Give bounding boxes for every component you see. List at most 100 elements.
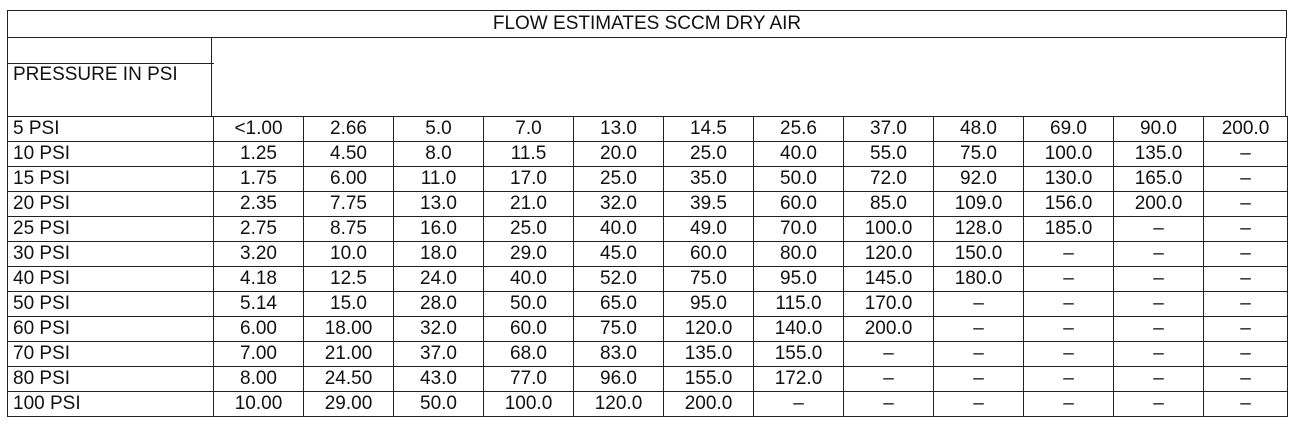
- flow-value-cell: –: [1203, 241, 1288, 267]
- flow-value-cell: –: [1023, 291, 1114, 317]
- flow-value-cell: –: [1023, 341, 1114, 367]
- flow-value-cell: –: [1113, 391, 1204, 417]
- flow-value-cell: 12.5: [303, 266, 394, 292]
- flow-value-cell: –: [1113, 291, 1204, 317]
- flow-value-cell: 21.0: [483, 191, 574, 217]
- flow-value-cell: –: [843, 341, 934, 367]
- flow-value-cell: 120.0: [573, 391, 664, 417]
- table-row: 5 PSI <1.00 2.66 5.0 7.0 13.0 14.5 25.6 37.0 48.0…: [7, 116, 1288, 142]
- flow-value-cell: –: [1203, 216, 1288, 242]
- flow-value-cell: 16.0: [393, 216, 484, 242]
- flow-value-cell: 3.20: [213, 241, 304, 267]
- flow-value-cell: 100.0: [483, 391, 574, 417]
- flow-value-cell: 155.0: [663, 366, 754, 392]
- flow-value-cell: –: [933, 366, 1024, 392]
- flow-value-cell: 52.0: [573, 266, 664, 292]
- flow-value-cell: 180.0: [933, 266, 1024, 292]
- flow-value-cell: 32.0: [393, 316, 484, 342]
- flow-value-cell: 155.0: [753, 341, 844, 367]
- table-row: 70 PSI 7.00 21.00 37.0 68.0 83.0 135.0 155.0– – –…: [7, 341, 1288, 367]
- flow-value-cell: –: [1023, 391, 1114, 417]
- flow-value-cell: 128.0: [933, 216, 1024, 242]
- flow-value-cell: 25.0: [573, 166, 664, 192]
- flow-value-cell: 7.00: [213, 341, 304, 367]
- flow-value-cell: 20.0: [573, 141, 664, 167]
- pressure-label: 25 PSI: [7, 216, 214, 242]
- flow-value-cell: 135.0: [1113, 141, 1204, 167]
- flow-value-cell: 2.66: [303, 116, 394, 142]
- table-row: 15 PSI 1.75 6.00 11.0 17.0 25.0 35.0 50.0 72.0 92…: [7, 166, 1288, 192]
- flow-value-cell: 50.0: [483, 291, 574, 317]
- flow-value-cell: 8.75: [303, 216, 394, 242]
- flow-value-cell: 8.0: [393, 141, 484, 167]
- flow-value-cell: 10.0: [303, 241, 394, 267]
- pressure-label: 20 PSI: [7, 191, 214, 217]
- flow-value-cell: 68.0: [483, 341, 574, 367]
- flow-value-cell: 37.0: [843, 116, 934, 142]
- flow-value-cell: 2.75: [213, 216, 304, 242]
- flow-value-cell: –: [1113, 266, 1204, 292]
- flow-value-cell: –: [1203, 291, 1288, 317]
- flow-value-cell: 49.0: [663, 216, 754, 242]
- flow-value-cell: –: [933, 341, 1024, 367]
- flow-value-cell: 77.0: [483, 366, 574, 392]
- flow-value-cell: 13.0: [393, 191, 484, 217]
- pressure-label: 15 PSI: [7, 166, 214, 192]
- flow-value-cell: 109.0: [933, 191, 1024, 217]
- flow-value-cell: 60.0: [483, 316, 574, 342]
- table-row: 10 PSI 1.25 4.50 8.0 11.5 20.0 25.0 40.0 55.0 75.…: [7, 141, 1288, 167]
- flow-value-cell: 150.0: [933, 241, 1024, 267]
- flow-value-cell: 55.0: [843, 141, 934, 167]
- flow-value-cell: 14.5: [663, 116, 754, 142]
- flow-value-cell: 7.0: [483, 116, 574, 142]
- flow-value-cell: 17.0: [483, 166, 574, 192]
- pressure-label: 100 PSI: [7, 391, 214, 417]
- flow-value-cell: 90.0: [1113, 116, 1204, 142]
- flow-value-cell: 10.00: [213, 391, 304, 417]
- flow-value-cell: 130.0: [1023, 166, 1114, 192]
- flow-value-cell: –: [753, 391, 844, 417]
- flow-value-cell: 2.35: [213, 191, 304, 217]
- flow-value-cell: 50.0: [753, 166, 844, 192]
- flow-value-cell: 5.0: [393, 116, 484, 142]
- flow-data-grid: 5 PSI <1.00 2.66 5.0 7.0 13.0 14.5 25.6 37.0 48.0…: [7, 116, 1288, 417]
- flow-value-cell: 75.0: [663, 266, 754, 292]
- flow-estimates-table: FLOW ESTIMATES SCCM DRY AIR PRESSURE IN …: [7, 10, 1288, 427]
- flow-value-cell: –: [1113, 316, 1204, 342]
- pressure-label: 40 PSI: [7, 266, 214, 292]
- pressure-label: 5 PSI: [7, 116, 214, 142]
- flow-value-cell: 37.0: [393, 341, 484, 367]
- table-row: 100 PSI 10.00 29.00 50.0 100.0 120.0 200.0– – – –…: [7, 391, 1288, 417]
- table-row: 30 PSI 3.20 10.0 18.0 29.0 45.0 60.0 80.0 120.0 1…: [7, 241, 1288, 267]
- flow-value-cell: 50.0: [393, 391, 484, 417]
- flow-value-cell: 25.6: [753, 116, 844, 142]
- flow-value-cell: 25.0: [483, 216, 574, 242]
- flow-value-cell: 40.0: [753, 141, 844, 167]
- header-right-border: [1285, 37, 1286, 116]
- flow-value-cell: 75.0: [573, 316, 664, 342]
- flow-value-cell: –: [1203, 341, 1288, 367]
- flow-value-cell: <1.00: [213, 116, 304, 142]
- flow-value-cell: 60.0: [753, 191, 844, 217]
- flow-value-cell: –: [1023, 316, 1114, 342]
- flow-value-cell: –: [1203, 191, 1288, 217]
- table-row: 20 PSI 2.35 7.75 13.0 21.0 32.0 39.5 60.0 85.0 10…: [7, 191, 1288, 217]
- flow-value-cell: –: [1113, 341, 1204, 367]
- flow-value-cell: 92.0: [933, 166, 1024, 192]
- pressure-label: 30 PSI: [7, 241, 214, 267]
- table-title: FLOW ESTIMATES SCCM DRY AIR: [7, 10, 1287, 38]
- flow-value-cell: –: [1113, 366, 1204, 392]
- flow-value-cell: 11.0: [393, 166, 484, 192]
- flow-value-cell: 4.50: [303, 141, 394, 167]
- pressure-label: 50 PSI: [7, 291, 214, 317]
- table-row: 80 PSI 8.00 24.50 43.0 77.0 96.0 155.0 172.0– – –…: [7, 366, 1288, 392]
- flow-value-cell: 7.75: [303, 191, 394, 217]
- flow-value-cell: 18.00: [303, 316, 394, 342]
- flow-value-cell: 29.00: [303, 391, 394, 417]
- row-header-block: PRESSURE IN PSI: [7, 37, 212, 117]
- flow-value-cell: 135.0: [663, 341, 754, 367]
- flow-value-cell: –: [1203, 266, 1288, 292]
- flow-value-cell: 140.0: [753, 316, 844, 342]
- flow-value-cell: 200.0: [1113, 191, 1204, 217]
- flow-value-cell: 120.0: [843, 241, 934, 267]
